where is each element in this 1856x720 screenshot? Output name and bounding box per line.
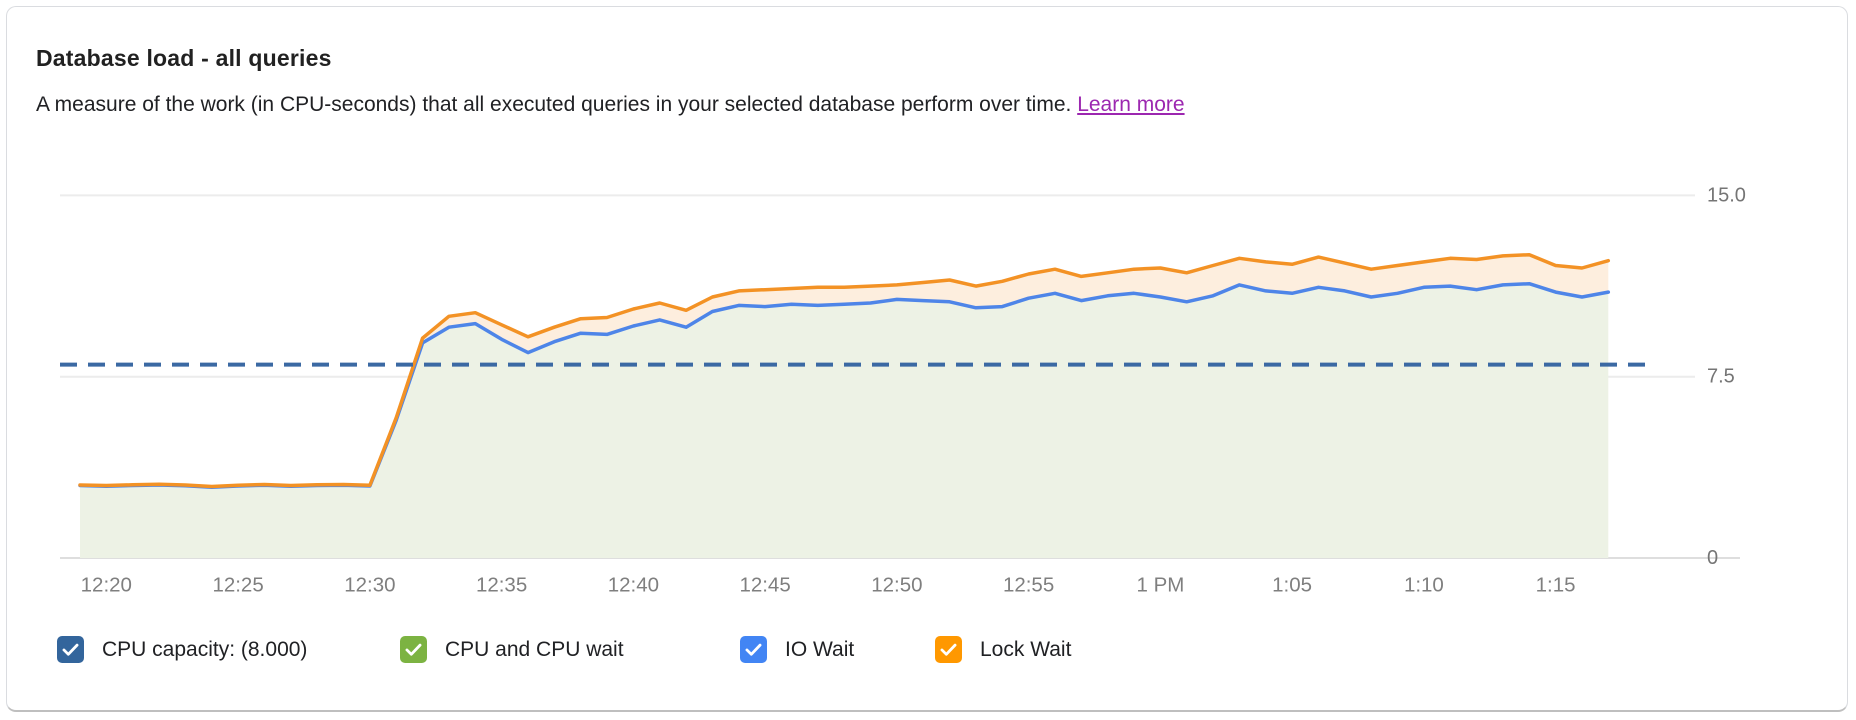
checkmark-icon	[745, 643, 762, 656]
x-axis-label: 12:35	[476, 574, 527, 597]
x-axis-label: 12:40	[608, 574, 659, 597]
x-axis-label: 12:30	[344, 574, 395, 597]
chart-description-text: A measure of the work (in CPU-seconds) t…	[36, 93, 1072, 116]
cpu-capacity-checkbox[interactable]	[57, 636, 84, 663]
lock-wait-checkbox[interactable]	[935, 636, 962, 663]
x-axis-label: 1:15	[1536, 574, 1576, 597]
checkmark-icon	[940, 643, 957, 656]
load-chart[interactable]: 0 7.5 15.0 12:20 12:25 12:30 12:35 12:40 12:45 12…	[7, 7, 1848, 712]
page-title: Database load - all queries	[36, 45, 332, 71]
chart-legend: CPU capacity: (8.000) CPU and CPU wait I…	[7, 636, 1847, 666]
legend-label: Lock Wait	[980, 637, 1072, 661]
legend-item-lock-wait[interactable]: Lock Wait	[935, 636, 1071, 663]
cpu-area-fill	[80, 283, 1609, 558]
load-chart-svg[interactable]: 0 7.5 15.0 12:20 12:25 12:30 12:35 12:40 12:45 12…	[7, 7, 1848, 712]
x-axis-label: 12:20	[81, 574, 132, 597]
x-axis-label: 12:50	[871, 574, 922, 597]
legend-item-io-wait[interactable]: IO Wait	[740, 636, 854, 663]
x-axis-label: 12:45	[739, 574, 790, 597]
x-axis-label: 1:10	[1404, 574, 1444, 597]
x-axis-label: 12:25	[212, 574, 263, 597]
y-axis-label: 0	[1707, 547, 1718, 569]
y-axis-label: 7.5	[1707, 366, 1735, 388]
x-axis-label: 1:05	[1272, 574, 1312, 597]
chart-description: A measure of the work (in CPU-seconds) t…	[36, 93, 1185, 117]
legend-label: CPU capacity: (8.000)	[102, 637, 308, 661]
legend-item-cpu-capacity[interactable]: CPU capacity: (8.000)	[57, 636, 307, 663]
checkmark-icon	[405, 643, 422, 656]
legend-item-cpu-and-cpu-wait[interactable]: CPU and CPU wait	[400, 636, 624, 663]
io-wait-checkbox[interactable]	[740, 636, 767, 663]
lock-wait-line	[78, 252, 1611, 489]
x-axis-label: 12:55	[1003, 574, 1054, 597]
y-axis-label: 15.0	[1707, 184, 1746, 206]
legend-label: IO Wait	[785, 637, 855, 661]
checkmark-icon	[62, 643, 79, 656]
lock-wait-area-fill	[80, 254, 1609, 488]
legend-label: CPU and CPU wait	[445, 637, 624, 661]
cpu-wait-checkbox[interactable]	[400, 636, 427, 663]
database-load-card: 0 7.5 15.0 12:20 12:25 12:30 12:35 12:40 12:45 12…	[6, 6, 1848, 712]
learn-more-link[interactable]: Learn more	[1077, 93, 1185, 116]
x-axis-label: 1 PM	[1136, 574, 1184, 597]
